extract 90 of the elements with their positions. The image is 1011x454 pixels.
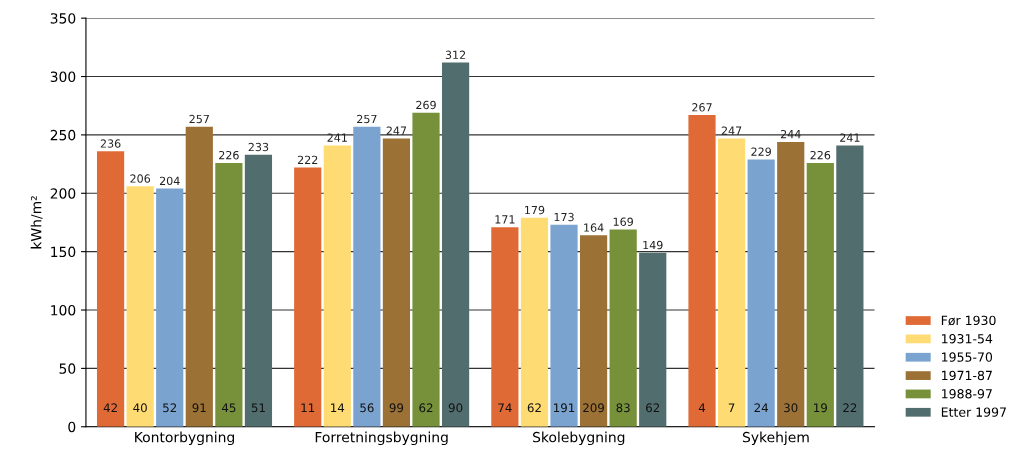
bar: [717, 138, 746, 427]
y-tick-label: 100: [51, 304, 76, 316]
bar: [323, 145, 351, 427]
bar: [836, 145, 864, 427]
data-label: 171: [495, 215, 515, 224]
data-label: 236: [100, 139, 121, 148]
legend-label: 1988-97: [942, 389, 992, 399]
data-label: 173: [554, 212, 574, 222]
annotation: 90: [448, 403, 463, 413]
annotation: 191: [554, 403, 575, 413]
annotation: 74: [498, 403, 512, 413]
bar: [520, 217, 549, 427]
data-label: 179: [525, 205, 545, 215]
annotation: 62: [419, 403, 433, 413]
data-label: 226: [810, 150, 831, 160]
y-tick-label: 250: [50, 129, 76, 141]
data-label: 312: [445, 50, 466, 59]
annotation: 11: [301, 403, 315, 413]
data-label: 267: [692, 103, 712, 112]
bar: [244, 154, 273, 427]
annotation: 42: [103, 403, 117, 413]
bar: [747, 159, 775, 427]
bar: [126, 186, 154, 427]
bar: [777, 141, 805, 427]
data-label: 222: [297, 155, 318, 164]
annotation: 83: [616, 403, 630, 413]
annotation: 52: [163, 403, 177, 413]
bar: [412, 112, 440, 427]
annotation: 62: [646, 403, 660, 413]
legend-label: 1971-87: [942, 370, 992, 381]
bar: [294, 167, 322, 427]
bar: [156, 188, 184, 427]
annotation: 91: [192, 403, 206, 413]
x-tick-label: Kontorbygning: [135, 431, 234, 446]
bar: [639, 252, 667, 427]
data-label: 241: [840, 133, 860, 142]
data-label: 233: [248, 142, 269, 152]
data-label: 247: [721, 126, 742, 135]
data-label: 204: [159, 176, 180, 186]
annotation: 24: [754, 403, 769, 413]
legend-label: 1955-70: [942, 352, 993, 362]
bar: [491, 227, 519, 427]
bar: [579, 235, 608, 427]
bar: [215, 162, 243, 427]
data-label: 229: [751, 147, 771, 156]
bar: [353, 126, 381, 427]
y-axis-title: kWh/m²: [30, 196, 43, 249]
bar: [96, 151, 125, 427]
data-label: 164: [584, 223, 604, 232]
annotation: 14: [331, 403, 345, 413]
annotation: 62: [527, 403, 541, 413]
y-tick-label: 300: [50, 71, 76, 83]
bar: [609, 229, 637, 427]
legend-label: 1931-54: [942, 333, 993, 344]
annotation: 209: [583, 403, 605, 413]
data-label: 226: [219, 150, 239, 160]
data-label: 257: [189, 114, 209, 124]
bar: [806, 162, 834, 427]
legend-label: Før 1930: [941, 315, 996, 326]
legend-label: Etter 1997: [941, 407, 1006, 417]
bar: [382, 138, 411, 427]
x-tick-label: Skolebygning: [533, 431, 625, 446]
data-label: 169: [613, 217, 633, 226]
annotation: 4: [698, 403, 706, 413]
annotation: 19: [814, 403, 827, 413]
bar: [688, 115, 716, 427]
bar: [550, 224, 578, 427]
x-tick-label: Forretningsbygning: [315, 431, 448, 446]
x-tick-label: Sykehjem: [742, 431, 809, 446]
annotation: 45: [221, 403, 236, 413]
bar: [441, 62, 470, 427]
data-label: 269: [416, 100, 436, 110]
y-tick-label: 50: [59, 363, 76, 374]
y-tick-label: 200: [50, 188, 76, 199]
annotation: 51: [251, 403, 265, 413]
annotation: 30: [784, 403, 798, 413]
data-label: 257: [357, 114, 377, 124]
y-tick-label: 0: [68, 421, 76, 433]
y-tick-label: 150: [51, 246, 76, 258]
annotation: 7: [728, 403, 735, 413]
annotation: 40: [133, 403, 147, 413]
data-label: 206: [130, 174, 151, 183]
data-label: 247: [386, 126, 407, 135]
data-label: 241: [327, 133, 347, 142]
annotation: 99: [389, 403, 404, 413]
data-label: 149: [643, 240, 663, 250]
annotation: 22: [843, 403, 857, 413]
bar: [185, 126, 213, 427]
y-tick-label: 350: [50, 13, 76, 24]
annotation: 56: [360, 403, 374, 413]
